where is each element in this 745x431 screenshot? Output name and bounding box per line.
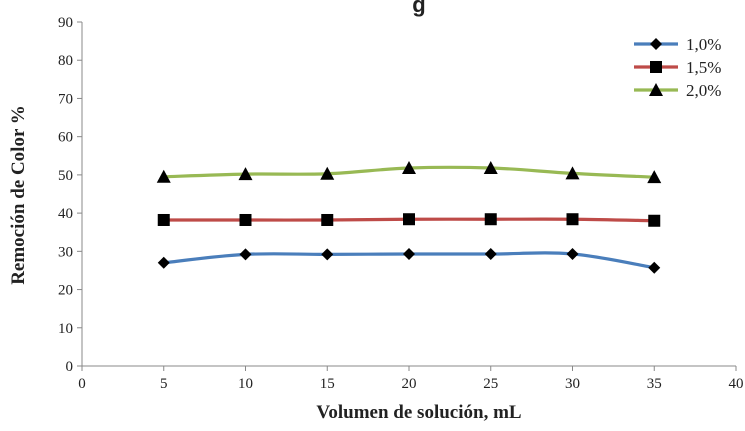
x-tick-label: 35 (647, 376, 662, 392)
y-tick-label: 20 (58, 283, 73, 299)
y-tick-label: 40 (58, 206, 73, 222)
data-point-square (484, 213, 497, 226)
data-point-triangle (238, 167, 253, 181)
data-point-diamond (321, 248, 334, 261)
y-axis-title: Remoción de Color % (8, 105, 29, 285)
x-tick-label: 20 (402, 376, 417, 392)
x-tick-label: 25 (483, 376, 498, 392)
data-point-triangle (647, 170, 662, 184)
x-tick-label: 40 (729, 376, 744, 392)
data-point-square (566, 213, 579, 226)
y-tick-label: 30 (58, 244, 73, 260)
data-point-square (321, 213, 334, 226)
data-point-diamond (566, 248, 579, 261)
y-tick-label: 0 (66, 359, 74, 375)
legend-item: 2,0% (634, 81, 721, 100)
legend-marker-diamond (650, 38, 662, 50)
series-1 (157, 248, 661, 274)
data-point-triangle (402, 161, 416, 175)
y-tick-label: 10 (58, 321, 73, 337)
legend-marker-square (650, 61, 662, 73)
x-tick-label: 0 (78, 376, 86, 392)
y-tick-label: 90 (58, 15, 73, 31)
y-tick-label: 50 (58, 168, 73, 184)
data-point-triangle (483, 161, 498, 175)
data-point-triangle (156, 169, 171, 183)
legend-item: 1,0% (634, 35, 721, 54)
data-point-triangle (320, 166, 335, 180)
x-tick-label: 10 (238, 376, 253, 392)
series-2 (157, 213, 661, 227)
series-3 (156, 161, 662, 184)
data-point-diamond (403, 248, 415, 261)
y-tick-label: 80 (58, 53, 73, 69)
x-tick-label: 5 (160, 376, 168, 392)
legend-label: 2,0% (686, 81, 721, 100)
legend-label: 1,5% (686, 58, 721, 77)
data-point-triangle (565, 166, 580, 180)
y-tick-label: 60 (58, 130, 73, 146)
legend: 1,0% 1,5% 2,0% (634, 35, 721, 100)
x-tick-label: 15 (320, 376, 335, 392)
series-layer (156, 161, 662, 274)
data-point-square (648, 214, 661, 227)
legend-marker-triangle (649, 83, 663, 96)
data-point-square (403, 213, 415, 226)
data-point-square (157, 213, 170, 226)
legend-label: 1,0% (686, 35, 721, 54)
data-point-diamond (157, 256, 170, 269)
axes: 0 10 20 30 40 50 60 70 80 90 0 5 10 15 20 25 30 35 40 (58, 15, 744, 392)
data-point-square (239, 213, 252, 226)
y-tick-label: 70 (58, 91, 73, 107)
data-point-diamond (239, 248, 252, 261)
data-point-diamond (484, 248, 497, 261)
data-point-diamond (648, 261, 661, 274)
legend-item: 1,5% (634, 58, 721, 77)
x-tick-label: 30 (565, 376, 580, 392)
chart-title-fragment: g (412, 0, 425, 17)
x-axis-title: Volumen de solución, mL (316, 402, 521, 423)
